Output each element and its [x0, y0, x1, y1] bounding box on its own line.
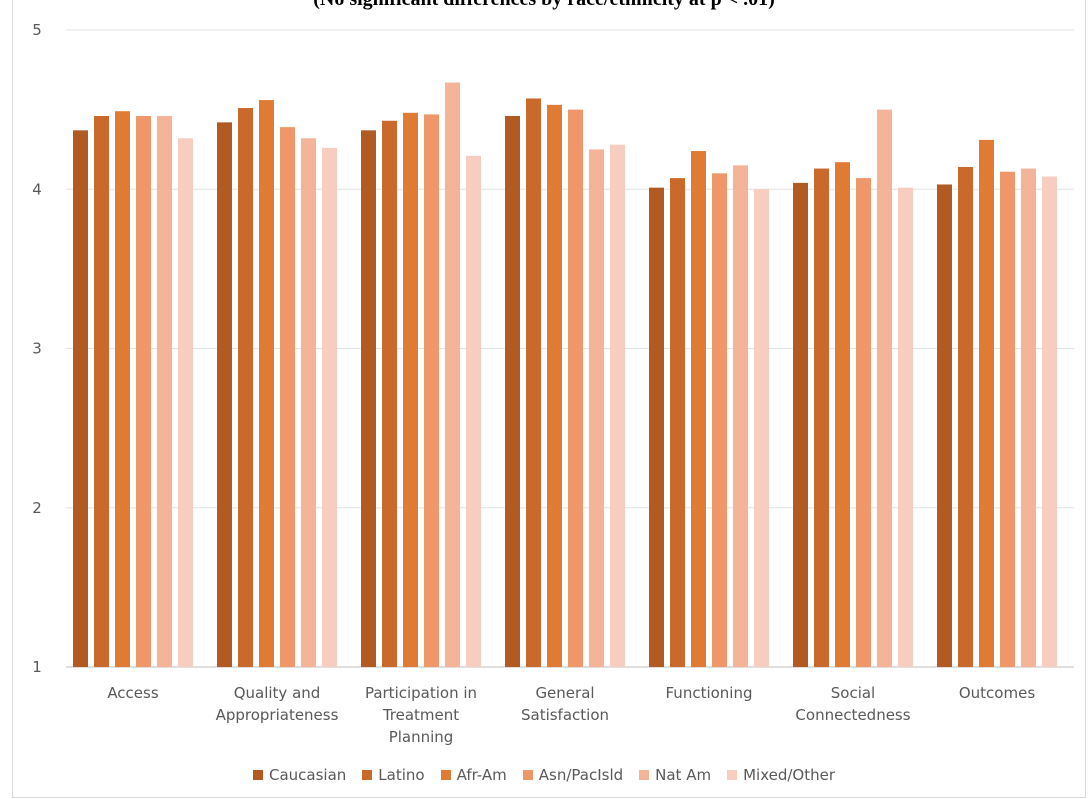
bar	[1000, 171, 1015, 668]
y-tick-label: 1	[32, 658, 42, 676]
bar	[526, 98, 541, 668]
bar	[217, 122, 232, 668]
legend-label: Mixed/Other	[743, 766, 835, 784]
bar	[505, 115, 520, 668]
legend-swatch	[440, 770, 451, 780]
bar	[754, 189, 769, 667]
x-tick-label-line: Connectedness	[795, 706, 910, 724]
legend-label: Nat Am	[655, 766, 712, 784]
legend-item: Afr-Am	[440, 766, 507, 784]
bar	[877, 109, 892, 667]
bar	[322, 147, 337, 668]
x-tick-label: Outcomes	[959, 684, 1035, 702]
legend-item: Latino	[362, 766, 425, 784]
x-tick-label-line: Social	[831, 684, 875, 702]
bar	[814, 168, 829, 668]
bar	[670, 178, 685, 668]
bar	[856, 178, 871, 668]
bar	[937, 184, 952, 667]
bar	[259, 100, 274, 667]
legend-label: Afr-Am	[456, 766, 507, 784]
y-tick-label: 2	[32, 499, 42, 517]
legend-swatch	[362, 770, 373, 780]
bar	[382, 120, 397, 667]
bar	[94, 115, 109, 668]
bar	[691, 151, 706, 667]
bar	[136, 115, 151, 668]
bar	[157, 115, 172, 668]
bar	[568, 109, 583, 667]
bar	[301, 138, 316, 668]
x-tick-label-line: Satisfaction	[521, 706, 609, 724]
legend-label: Latino	[378, 766, 425, 784]
bar	[280, 127, 295, 667]
bar	[1042, 176, 1057, 667]
y-tick-label: 3	[32, 340, 42, 358]
legend-swatch	[253, 770, 263, 780]
bar	[712, 173, 727, 667]
x-tick-label: Functioning	[666, 684, 753, 702]
bar	[424, 114, 439, 668]
bar	[73, 130, 88, 667]
x-tick-label: Social Connectedness	[795, 684, 910, 724]
legend-swatch	[727, 770, 738, 780]
chart-legend: Caucasian Latino Afr-Am Asn/PacIsld Nat Am Mi…	[0, 766, 1088, 784]
bar	[898, 187, 913, 667]
x-tick-label-line: Quality and	[234, 684, 321, 702]
x-tick-label-line: Access	[107, 684, 159, 702]
chart-title: (No significant differences by race/ethn…	[0, 0, 1088, 11]
x-tick-label-line: Planning	[389, 728, 454, 746]
bar	[115, 111, 130, 667]
legend-swatch	[522, 770, 533, 780]
bar	[733, 165, 748, 668]
x-tick-label-line: Participation in	[365, 684, 477, 702]
x-tick-label: Participation in Treatment Planning	[365, 684, 477, 746]
bar	[238, 108, 253, 668]
bar	[793, 182, 808, 667]
legend-item: Asn/PacIsld	[522, 766, 624, 784]
legend-item: Nat Am	[639, 766, 711, 784]
bar	[547, 104, 562, 667]
bar	[466, 155, 481, 667]
bar	[610, 144, 625, 667]
x-tick-label-line: Treatment	[382, 706, 459, 724]
bar	[979, 139, 994, 667]
bar	[958, 166, 973, 667]
x-tick-label: Access	[107, 684, 159, 702]
x-tick-label-line: General	[535, 684, 594, 702]
legend-swatch	[639, 770, 650, 780]
x-tick-label-line: Outcomes	[959, 684, 1035, 702]
y-tick-label: 4	[32, 180, 42, 198]
legend-item: Mixed/Other	[727, 766, 835, 784]
legend-label: Asn/PacIsld	[538, 766, 624, 784]
x-tick-label: General Satisfaction	[521, 684, 609, 724]
bar	[1021, 168, 1036, 668]
x-tick-label: Quality and Appropriateness	[216, 684, 339, 724]
bar	[445, 82, 460, 668]
bar	[835, 162, 850, 668]
bar	[649, 187, 664, 667]
bar	[589, 149, 604, 667]
x-tick-label-line: Appropriateness	[216, 706, 339, 724]
bar-chart: 1 2 3 4 5 Access Quality and Appropriateness Par…	[32, 21, 1074, 746]
legend-item: Caucasian	[253, 766, 346, 784]
bar	[361, 130, 376, 667]
bar	[178, 138, 193, 668]
bar	[403, 112, 418, 667]
y-tick-label: 5	[32, 21, 42, 39]
x-tick-label-line: Functioning	[666, 684, 753, 702]
legend-label: Caucasian	[269, 766, 347, 784]
